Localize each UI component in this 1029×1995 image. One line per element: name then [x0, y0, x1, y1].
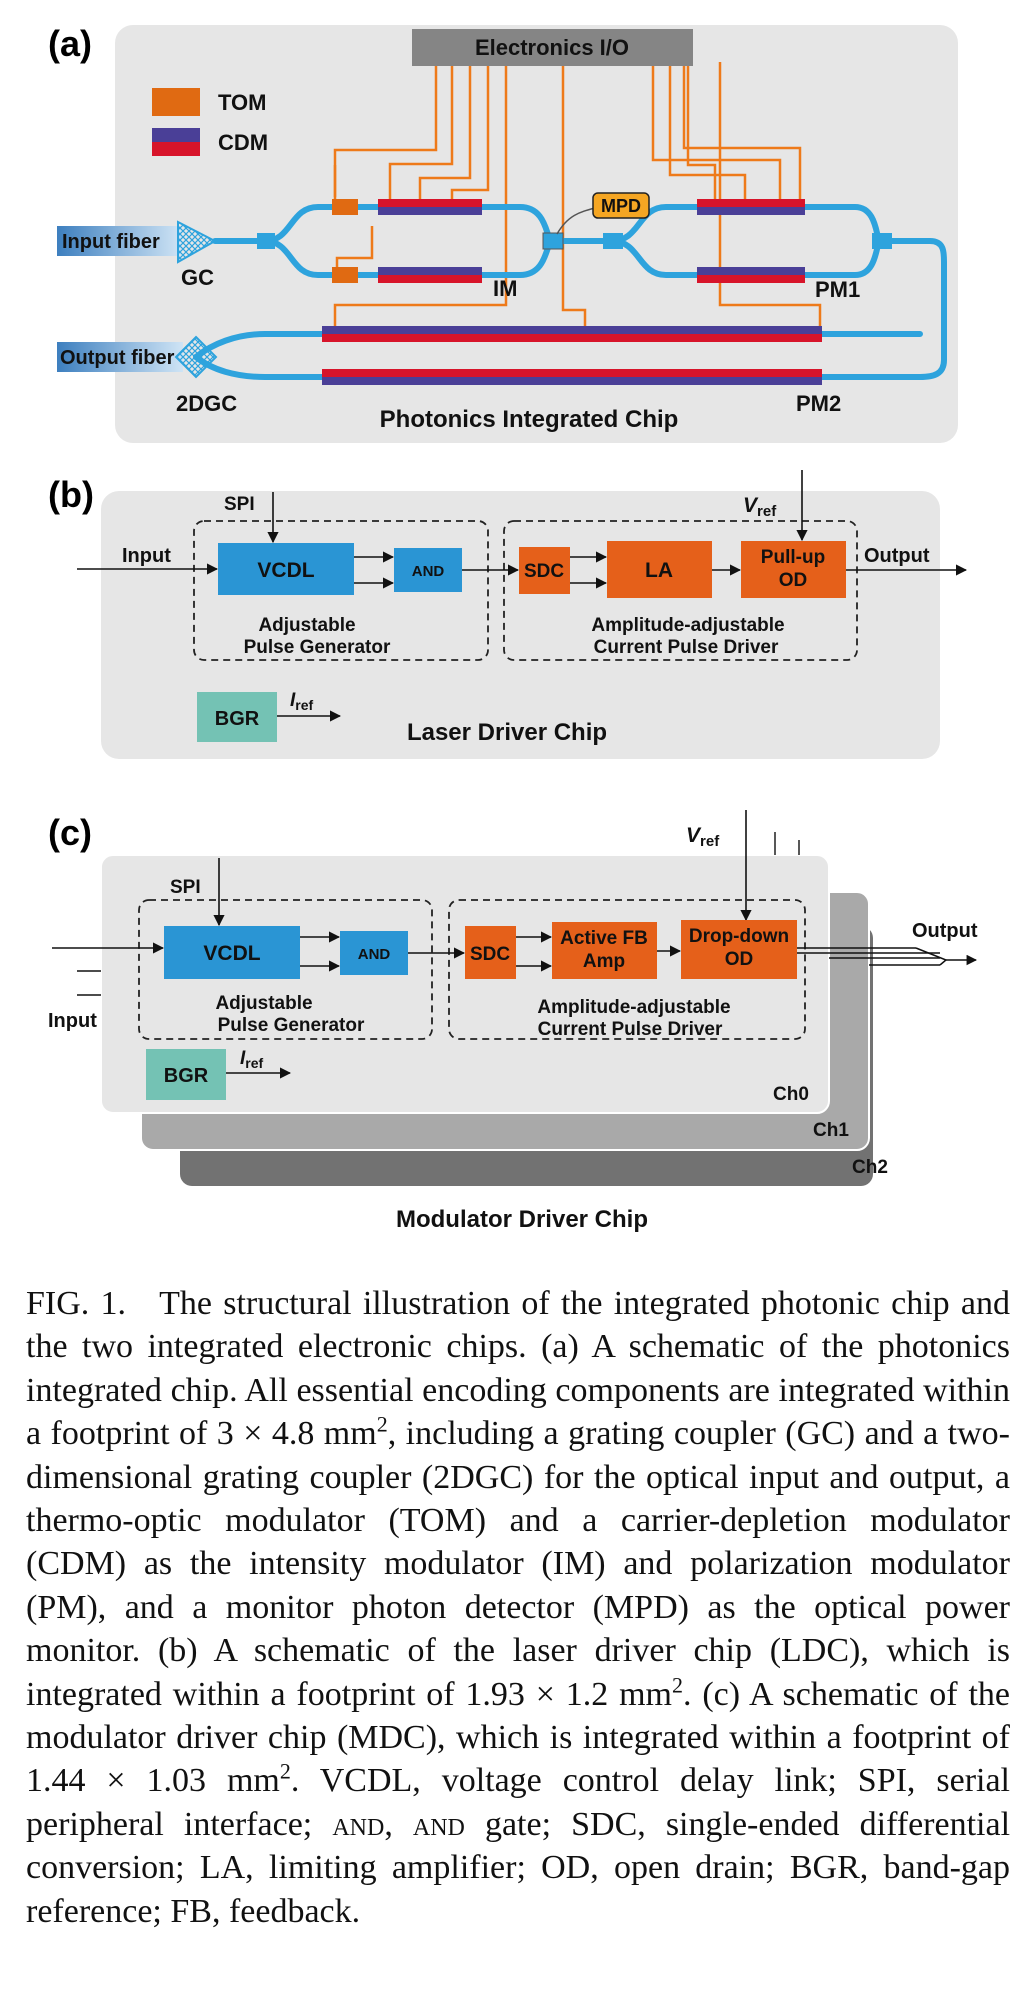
active-fb-amp-label: Active FB Amp [560, 928, 648, 972]
caption-text-5: , [384, 1805, 393, 1843]
ch0-layer [100, 854, 830, 1114]
legend-cdm-label: CDM [218, 130, 268, 155]
gc-label: GC [181, 265, 214, 290]
input-label: Input [122, 545, 171, 567]
electronics-io-box [412, 29, 693, 66]
panel-a-label: (a) [48, 23, 92, 64]
im-label: IM [493, 276, 517, 301]
tom-lower [332, 267, 358, 283]
tom-upper [332, 199, 358, 215]
vcdl-label: VCDL [257, 559, 314, 582]
c-output-label: Output [912, 920, 978, 942]
caption-text-1: The structural illustration of the integ… [26, 1285, 1010, 1453]
caption-text-3: . (c) A schematic of the modulator drive… [26, 1675, 1010, 1800]
c-vcdl-block [164, 926, 300, 979]
c-bgr-block [146, 1049, 226, 1100]
input-fiber-label: Input fiber [62, 231, 160, 253]
mpd-label: MPD [601, 196, 641, 216]
c-driver-label: Amplitude-adjustable Current Pulse Driver [537, 997, 730, 1040]
input-splitter [257, 233, 275, 249]
c-driver-dashed-box [448, 899, 806, 1040]
iref-label: Iref [290, 690, 314, 713]
panel-c-label: (c) [48, 812, 92, 853]
im-combiner [542, 232, 564, 250]
and-block [394, 548, 462, 592]
c-and-block [340, 931, 408, 975]
c-spi-label: SPI [170, 877, 201, 898]
c-output-lines [797, 947, 978, 966]
legend-tom-swatch [152, 88, 200, 116]
la-label: LA [645, 559, 673, 582]
2dgc-label: 2DGC [176, 391, 237, 416]
pm1-label: PM1 [815, 277, 860, 302]
la-block [607, 541, 712, 598]
ch1-label: Ch1 [813, 1120, 849, 1141]
panel-b-label: (b) [48, 474, 94, 515]
legend-cdm-swatch-blue [152, 128, 200, 142]
caption-sup-1: 2 [376, 1411, 388, 1437]
pm2-label: PM2 [796, 391, 841, 416]
c-vref-label: Vref [686, 824, 720, 850]
caption-text-4: . VCDL, voltage control delay link; SPI,… [26, 1762, 1010, 1843]
panel-b: (b) SPI Vref Input VCDL AND SDC LA Pull-… [48, 470, 968, 759]
c-apg-label: Adjustable Pulse Generator [215, 993, 365, 1036]
dropdown-od-label: Drop-down OD [689, 926, 789, 970]
driver-label: Amplitude-adjustable Current Pulse Driver [591, 615, 784, 658]
ch0-label: Ch0 [773, 1084, 809, 1105]
sdc-label: SDC [524, 561, 564, 582]
and-label: AND [412, 563, 445, 580]
legend-cdm-swatch-red [152, 142, 200, 156]
mpd-connector [556, 207, 596, 235]
2d-grating-coupler [174, 335, 218, 379]
caption-and-1: and [332, 1805, 385, 1843]
caption-text-6: gate; SDC, single-ended differential con… [26, 1805, 1011, 1930]
active-fb-amp-block [552, 922, 657, 979]
c-sdc-block [465, 926, 516, 979]
panel-c: (c) Ch0 Ch1 Ch2 Vref SPI Input VCDL AND … [48, 810, 978, 1233]
c-apg-dashed-box [138, 899, 433, 1040]
c-bgr-label: BGR [164, 1065, 209, 1087]
electronic-wires [333, 62, 822, 330]
caption-sup-3: 2 [279, 1759, 291, 1785]
photonic-chip-title: Photonics Integrated Chip [380, 406, 679, 433]
vref-label: Vref [743, 494, 777, 520]
spi-label: SPI [224, 494, 255, 515]
caption-sup-2: 2 [671, 1672, 683, 1698]
caption-fig-number: FIG. 1. [26, 1285, 127, 1322]
input-fiber [57, 226, 181, 256]
electronics-io-label: Electronics I/O [475, 35, 629, 60]
modulator-driver-chip-title: Modulator Driver Chip [396, 1206, 648, 1233]
pm-splitter [603, 233, 623, 249]
dropdown-od-block [681, 920, 797, 979]
figure-diagram: (a) Electronics I/O TOM CDM [48, 23, 978, 1233]
output-label: Output [864, 545, 930, 567]
apg-dashed-box [193, 520, 489, 661]
bgr-block [197, 692, 277, 742]
driver-dashed-box [503, 520, 858, 661]
figure-caption: FIG. 1. The structural illustration of t… [26, 1282, 1010, 1933]
apg-label: Adjustable Pulse Generator [244, 615, 391, 658]
output-fiber [57, 342, 183, 372]
vcdl-block [218, 543, 354, 595]
c-and-label: AND [358, 946, 391, 963]
sdc-block [519, 547, 570, 594]
cdm-segments [322, 199, 822, 385]
bgr-label: BGR [215, 708, 260, 730]
grating-coupler [177, 220, 218, 264]
pm1-combiner [872, 233, 892, 249]
ch2-label: Ch2 [852, 1157, 888, 1178]
mpd-box [592, 192, 650, 219]
c-vcdl-label: VCDL [203, 942, 260, 965]
c-iref-label: Iref [240, 1048, 264, 1071]
laser-driver-chip-title: Laser Driver Chip [407, 719, 607, 746]
caption-text-2: , including a grating coupler (GC) and a… [26, 1415, 1011, 1713]
legend-tom-label: TOM [218, 90, 266, 115]
pullup-od-label: Pull-up OD [761, 547, 825, 591]
panel-a: (a) Electronics I/O TOM CDM [48, 23, 958, 443]
c-input-label: Input [48, 1010, 97, 1032]
c-sdc-label: SDC [470, 944, 510, 965]
caption-and-2: and [412, 1805, 465, 1843]
output-fiber-label: Output fiber [60, 347, 175, 369]
pullup-od-block [741, 541, 846, 598]
